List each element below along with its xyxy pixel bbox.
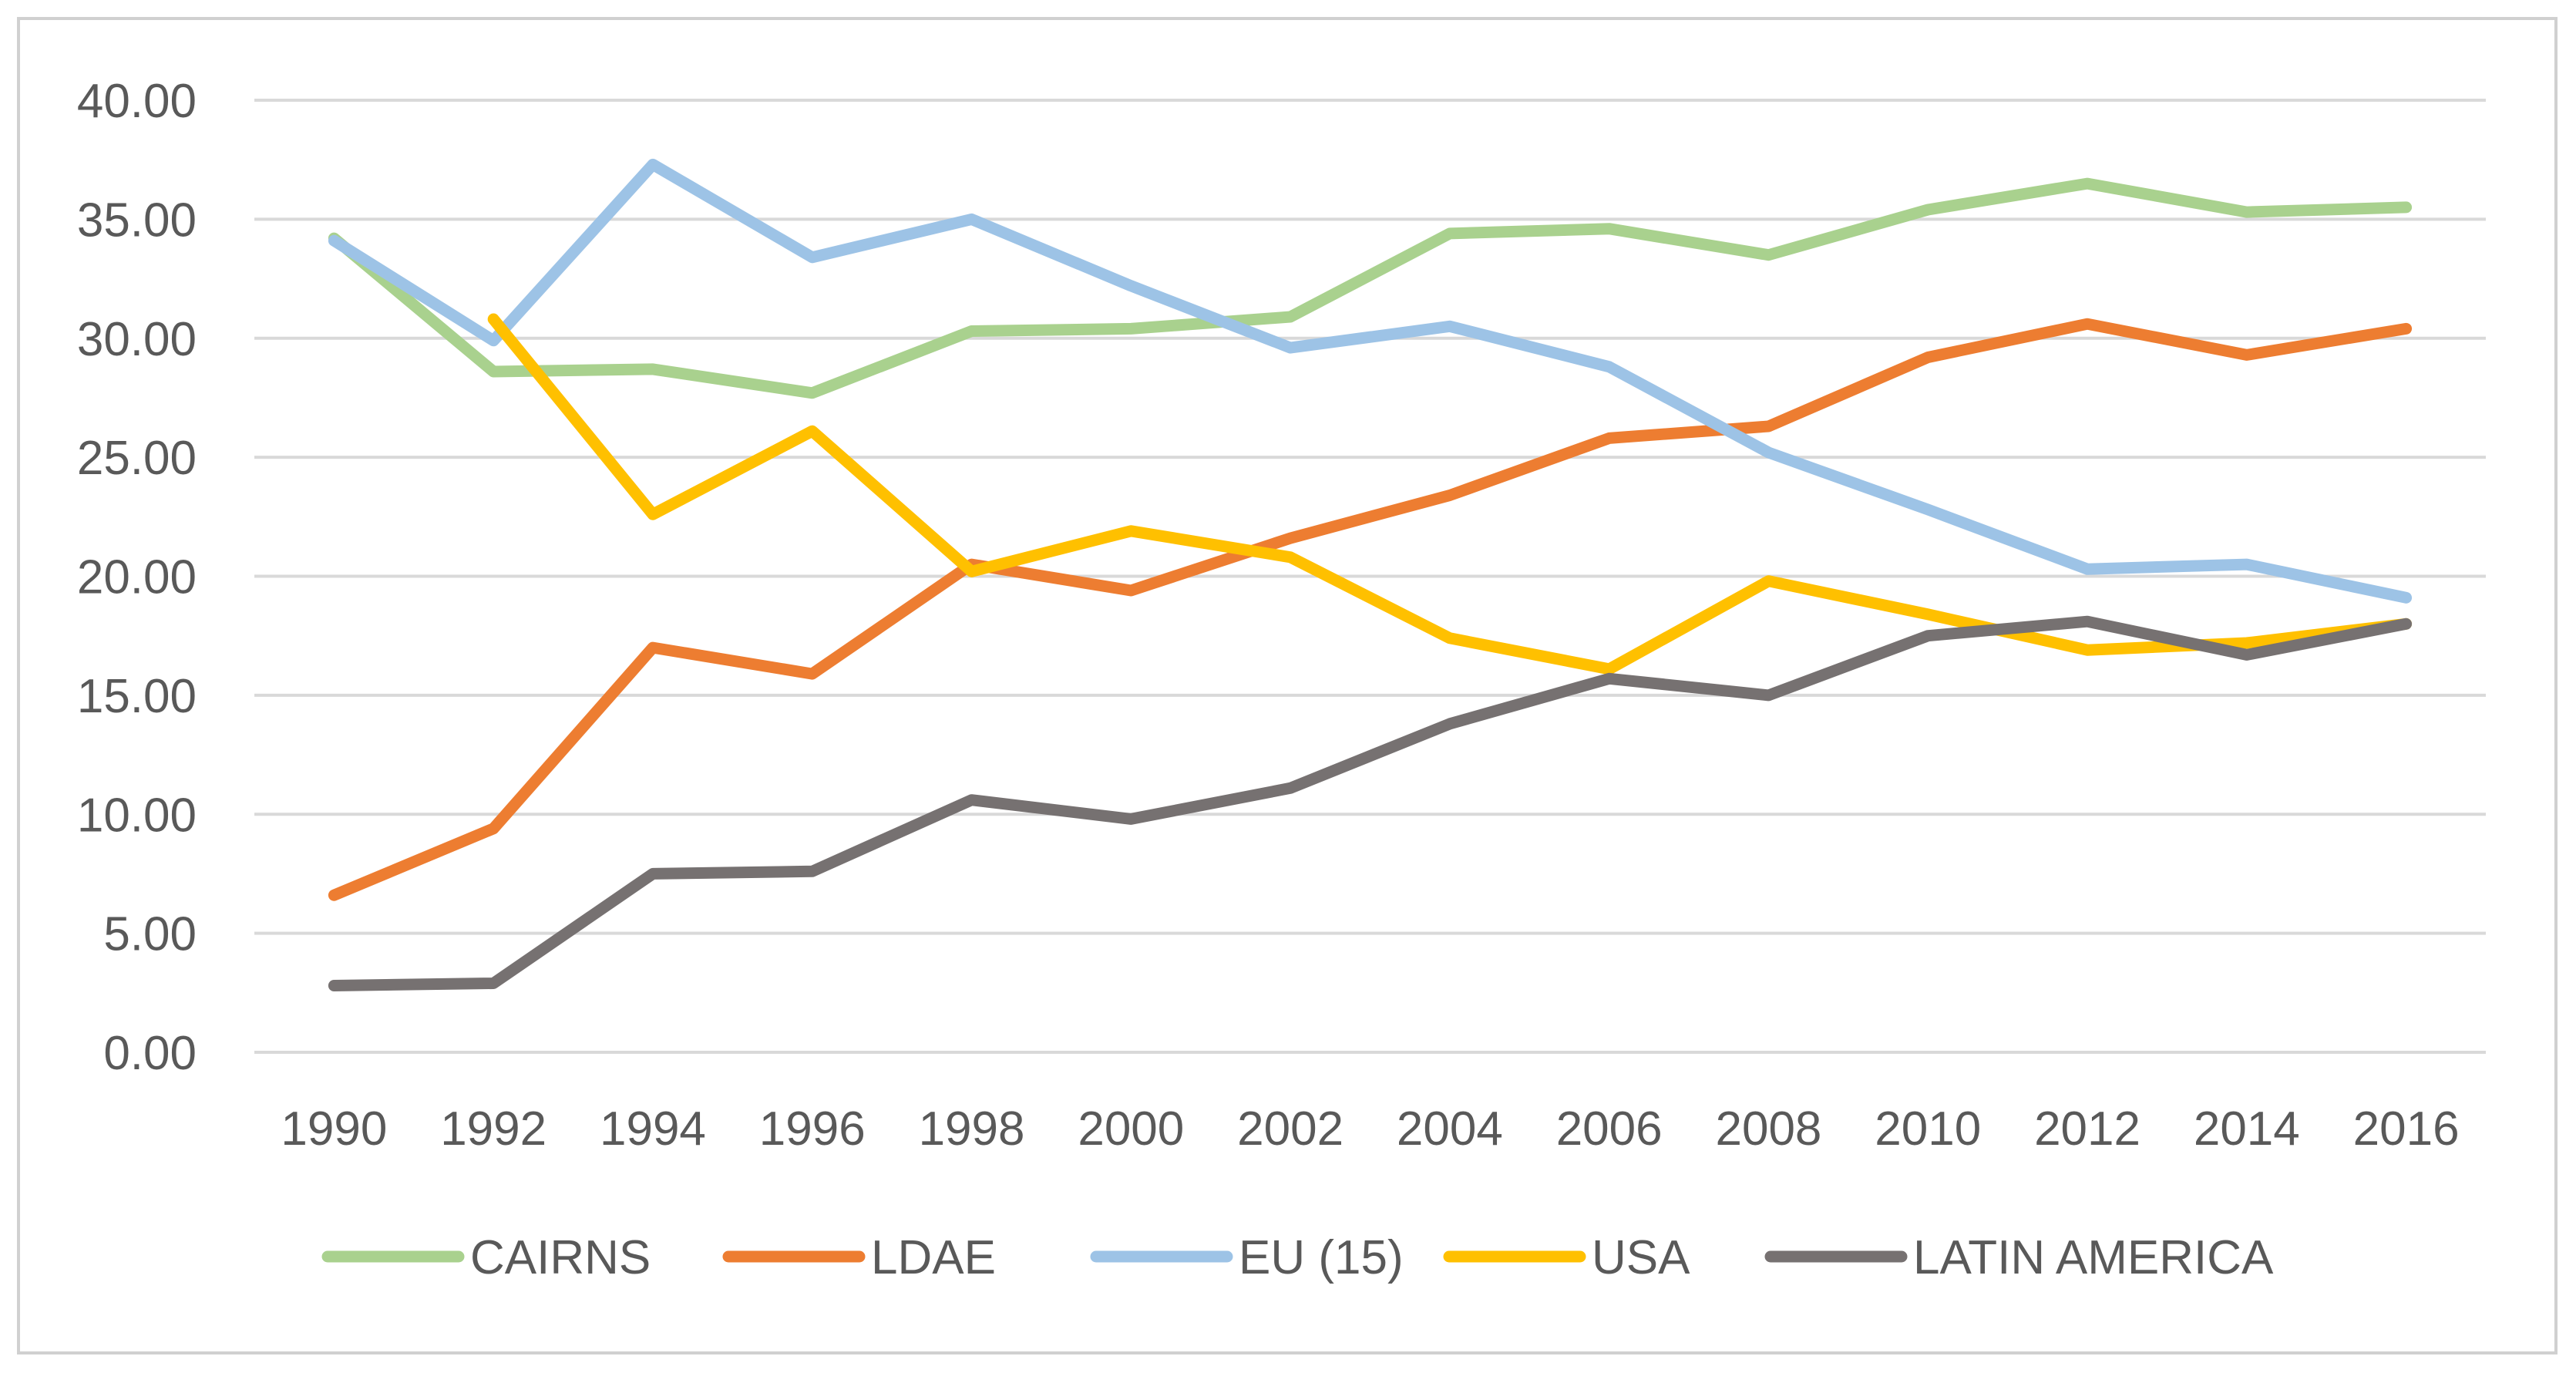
x-tick-label: 2006 [1556, 1102, 1663, 1156]
chart-frame [17, 17, 2558, 1354]
x-tick-label: 2008 [1715, 1102, 1821, 1156]
y-tick-label: 35.00 [77, 193, 197, 247]
legend-label: EU (15) [1239, 1231, 1404, 1284]
legend-label: LDAE [871, 1231, 996, 1284]
x-tick-label: 1992 [440, 1102, 546, 1156]
y-tick-label: 40.00 [77, 75, 197, 128]
series-line-usa [487, 313, 2413, 675]
x-tick-label: 2010 [1875, 1102, 1981, 1156]
y-tick-label: 5.00 [103, 908, 197, 961]
x-tick-label: 2004 [1397, 1102, 1503, 1156]
x-tick-label: 2014 [2194, 1102, 2300, 1156]
series-line-ldae [328, 318, 2413, 901]
x-tick-label: 2012 [2034, 1102, 2141, 1156]
x-tick-label: 1990 [281, 1102, 387, 1156]
series-line-cairns [328, 177, 2413, 399]
y-tick-label: 0.00 [103, 1027, 197, 1080]
x-tick-label: 1998 [919, 1102, 1025, 1156]
y-tick-label: 10.00 [77, 789, 197, 842]
y-tick-label: 25.00 [77, 432, 197, 485]
series-lines [328, 158, 2413, 991]
x-tick-label: 2000 [1078, 1102, 1184, 1156]
legend-label: USA [1592, 1231, 1690, 1284]
x-tick-label: 2016 [2353, 1102, 2460, 1156]
y-tick-label: 15.00 [77, 670, 197, 723]
series-line-latin-america [328, 615, 2413, 991]
gridlines [254, 99, 2486, 1054]
legend: CAIRNS LDAE EU (15) USA LATIN AMERICA [321, 1231, 2274, 1284]
x-tick-label: 2002 [1237, 1102, 1343, 1156]
y-tick-label: 30.00 [77, 313, 197, 366]
y-axis-ticks: 0.00 5.00 10.00 15.00 20.00 25.00 30.00 35.00 40… [77, 75, 197, 1080]
legend-label: LATIN AMERICA [1913, 1231, 2274, 1284]
y-tick-label: 20.00 [77, 551, 197, 604]
x-tick-label: 1994 [600, 1102, 706, 1156]
x-tick-label: 1996 [759, 1102, 866, 1156]
x-axis-ticks: 1990 1992 1994 1996 1998 2000 2002 2004 2006 2008… [281, 1102, 2459, 1156]
legend-label: CAIRNS [470, 1231, 651, 1284]
series-line-eu-15 [328, 158, 2413, 604]
